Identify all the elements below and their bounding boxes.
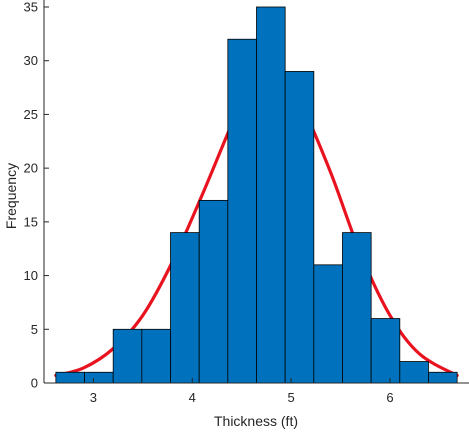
histogram-bar-6 bbox=[198, 199, 229, 384]
histogram-bar-4 bbox=[141, 328, 171, 384]
histogram-bar-8 bbox=[256, 6, 286, 384]
y-tick-label: 10 bbox=[24, 268, 38, 283]
histogram-bar-12 bbox=[370, 318, 401, 384]
histogram-bar-13 bbox=[399, 361, 429, 384]
histogram-bar-1 bbox=[55, 371, 85, 384]
y-tick-label: 30 bbox=[24, 53, 38, 68]
x-axis-label: Thickness (ft) bbox=[214, 413, 298, 429]
axes bbox=[43, 0, 469, 384]
x-tick-label: 5 bbox=[287, 390, 294, 405]
histogram-bars bbox=[55, 6, 458, 384]
y-tick-label: 20 bbox=[24, 161, 38, 176]
y-tick-label: 25 bbox=[24, 107, 38, 122]
x-ticks: 3 4 5 6 bbox=[90, 378, 394, 405]
y-axis-label: Frequency bbox=[3, 163, 19, 229]
histogram-bar-2 bbox=[84, 371, 114, 384]
histogram-bar-9 bbox=[284, 71, 315, 384]
y-tick-label: 35 bbox=[24, 0, 38, 15]
y-tick-label: 5 bbox=[31, 322, 38, 337]
histogram-bar-3 bbox=[112, 328, 143, 384]
x-tick-label: 6 bbox=[386, 390, 393, 405]
y-tick-label: 0 bbox=[31, 376, 38, 391]
y-tick-label: 15 bbox=[24, 214, 38, 229]
x-tick-label: 3 bbox=[90, 390, 97, 405]
histogram-bar-5 bbox=[170, 232, 200, 384]
y-ticks: 0 5 10 15 20 25 30 35 bbox=[24, 0, 49, 391]
histogram-bar-11 bbox=[342, 232, 372, 384]
x-tick-label: 4 bbox=[189, 390, 196, 405]
histogram-bar-10 bbox=[313, 264, 343, 384]
histogram-bar-14 bbox=[428, 371, 458, 384]
histogram-bar-7 bbox=[227, 38, 257, 384]
